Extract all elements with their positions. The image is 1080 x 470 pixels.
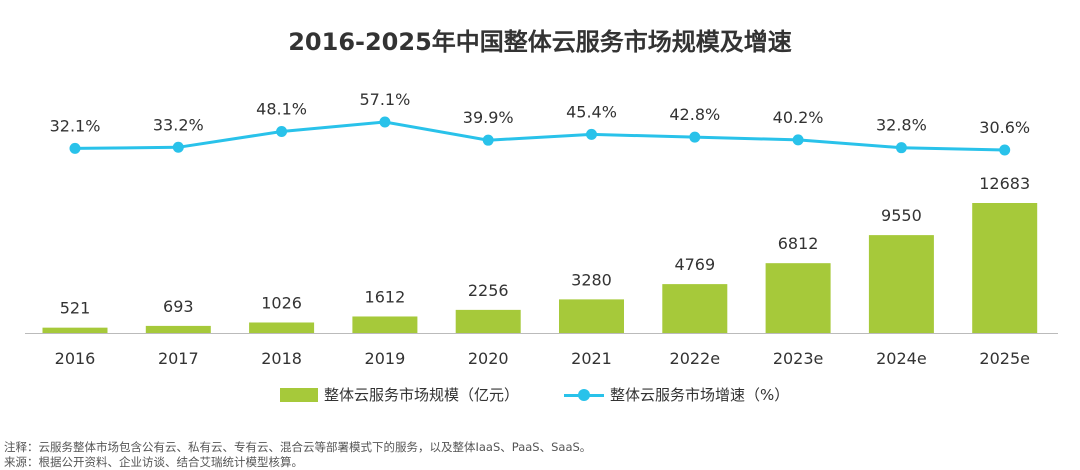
bar-2021	[559, 299, 624, 333]
growth-point-2019	[379, 116, 391, 128]
x-tick-label-2018: 2018	[261, 349, 302, 368]
growth-point-2016	[69, 142, 81, 154]
bar-2023e	[765, 263, 831, 333]
growth-label-2018: 48.1%	[256, 100, 307, 119]
legend-item-growth-rate: 整体云服务市场增速（%）	[564, 384, 789, 405]
growth-point-2023e	[792, 134, 804, 146]
x-tick-label-2022e: 2022e	[670, 349, 721, 368]
growth-point-2024e	[895, 142, 907, 154]
bar-2018	[249, 322, 315, 333]
footnote-source: 来源：根据公开资料、企业访谈、结合艾瑞统计模型核算。	[4, 455, 303, 469]
chart-legend: 整体云服务市场规模（亿元） 整体云服务市场增速（%）	[0, 384, 1080, 408]
growth-series-line	[74, 120, 1005, 152]
bar-2016	[42, 327, 108, 333]
x-tick-label-2016: 2016	[55, 349, 96, 368]
bar-label-2022e: 4769	[674, 255, 715, 274]
bar-2017	[145, 325, 211, 333]
legend-label-market-size: 整体云服务市场规模（亿元）	[324, 386, 520, 404]
bar-label-2021: 3280	[571, 270, 612, 289]
bar-label-2024e: 9550	[881, 206, 922, 225]
growth-label-2017: 33.2%	[153, 115, 204, 134]
growth-label-2023e: 40.2%	[773, 108, 824, 127]
x-tick-label-2025e: 2025e	[979, 349, 1030, 368]
bar-label-2025e: 12683	[979, 174, 1030, 193]
legend-bar-swatch	[280, 387, 318, 402]
x-tick-label-2020: 2020	[468, 349, 509, 368]
growth-point-2017	[172, 141, 184, 153]
x-tick-label-2017: 2017	[158, 349, 199, 368]
legend-line-swatch	[564, 388, 604, 402]
chart-title: 2016-2025年中国整体云服务市场规模及增速	[288, 28, 792, 56]
bar-label-2020: 2256	[468, 281, 509, 300]
bar-label-2018: 1026	[261, 293, 302, 312]
bar-label-2016: 521	[60, 299, 91, 318]
bar-2019	[352, 316, 418, 333]
growth-label-2022e: 42.8%	[669, 105, 720, 124]
x-tick-label-2021: 2021	[571, 349, 612, 368]
legend-item-market-size: 整体云服务市场规模（亿元）	[280, 384, 519, 405]
growth-label-2024e: 32.8%	[876, 116, 927, 135]
x-tick-label-2024e: 2024e	[876, 349, 927, 368]
footnotes: 注释：云服务整体市场包含公有云、私有云、专有云、混合云等部署模式下的服务，以及整…	[4, 440, 591, 470]
growth-point-2025e	[999, 144, 1011, 156]
growth-label-2016: 32.1%	[50, 116, 101, 135]
growth-label-2025e: 30.6%	[979, 118, 1030, 137]
growth-point-2021	[586, 128, 597, 140]
bar-2025e	[972, 203, 1038, 333]
growth-point-2020	[482, 134, 494, 146]
bar-2020	[455, 309, 521, 333]
bar-2024e	[868, 235, 934, 333]
bar-label-2017: 693	[163, 297, 194, 316]
growth-label-2020: 39.9%	[463, 108, 514, 127]
legend-label-growth-rate: 整体云服务市场增速（%）	[610, 386, 790, 404]
footnote-note: 注释：云服务整体市场包含公有云、私有云、专有云、混合云等部署模式下的服务，以及整…	[4, 440, 592, 454]
growth-label-2019: 57.1%	[359, 90, 410, 109]
growth-label-2021: 45.4%	[566, 102, 617, 121]
bar-label-2023e: 6812	[778, 234, 819, 253]
chart-canvas: 521 693 1026 1612 2256328047696812955012683 …	[25, 90, 1058, 368]
growth-point-2022e	[689, 131, 701, 143]
bar-label-2019: 1612	[365, 287, 406, 306]
growth-point-2018	[276, 126, 288, 138]
x-tick-label-2019: 2019	[365, 349, 406, 368]
bar-2022e	[662, 284, 728, 333]
x-tick-label-2023e: 2023e	[773, 349, 824, 368]
